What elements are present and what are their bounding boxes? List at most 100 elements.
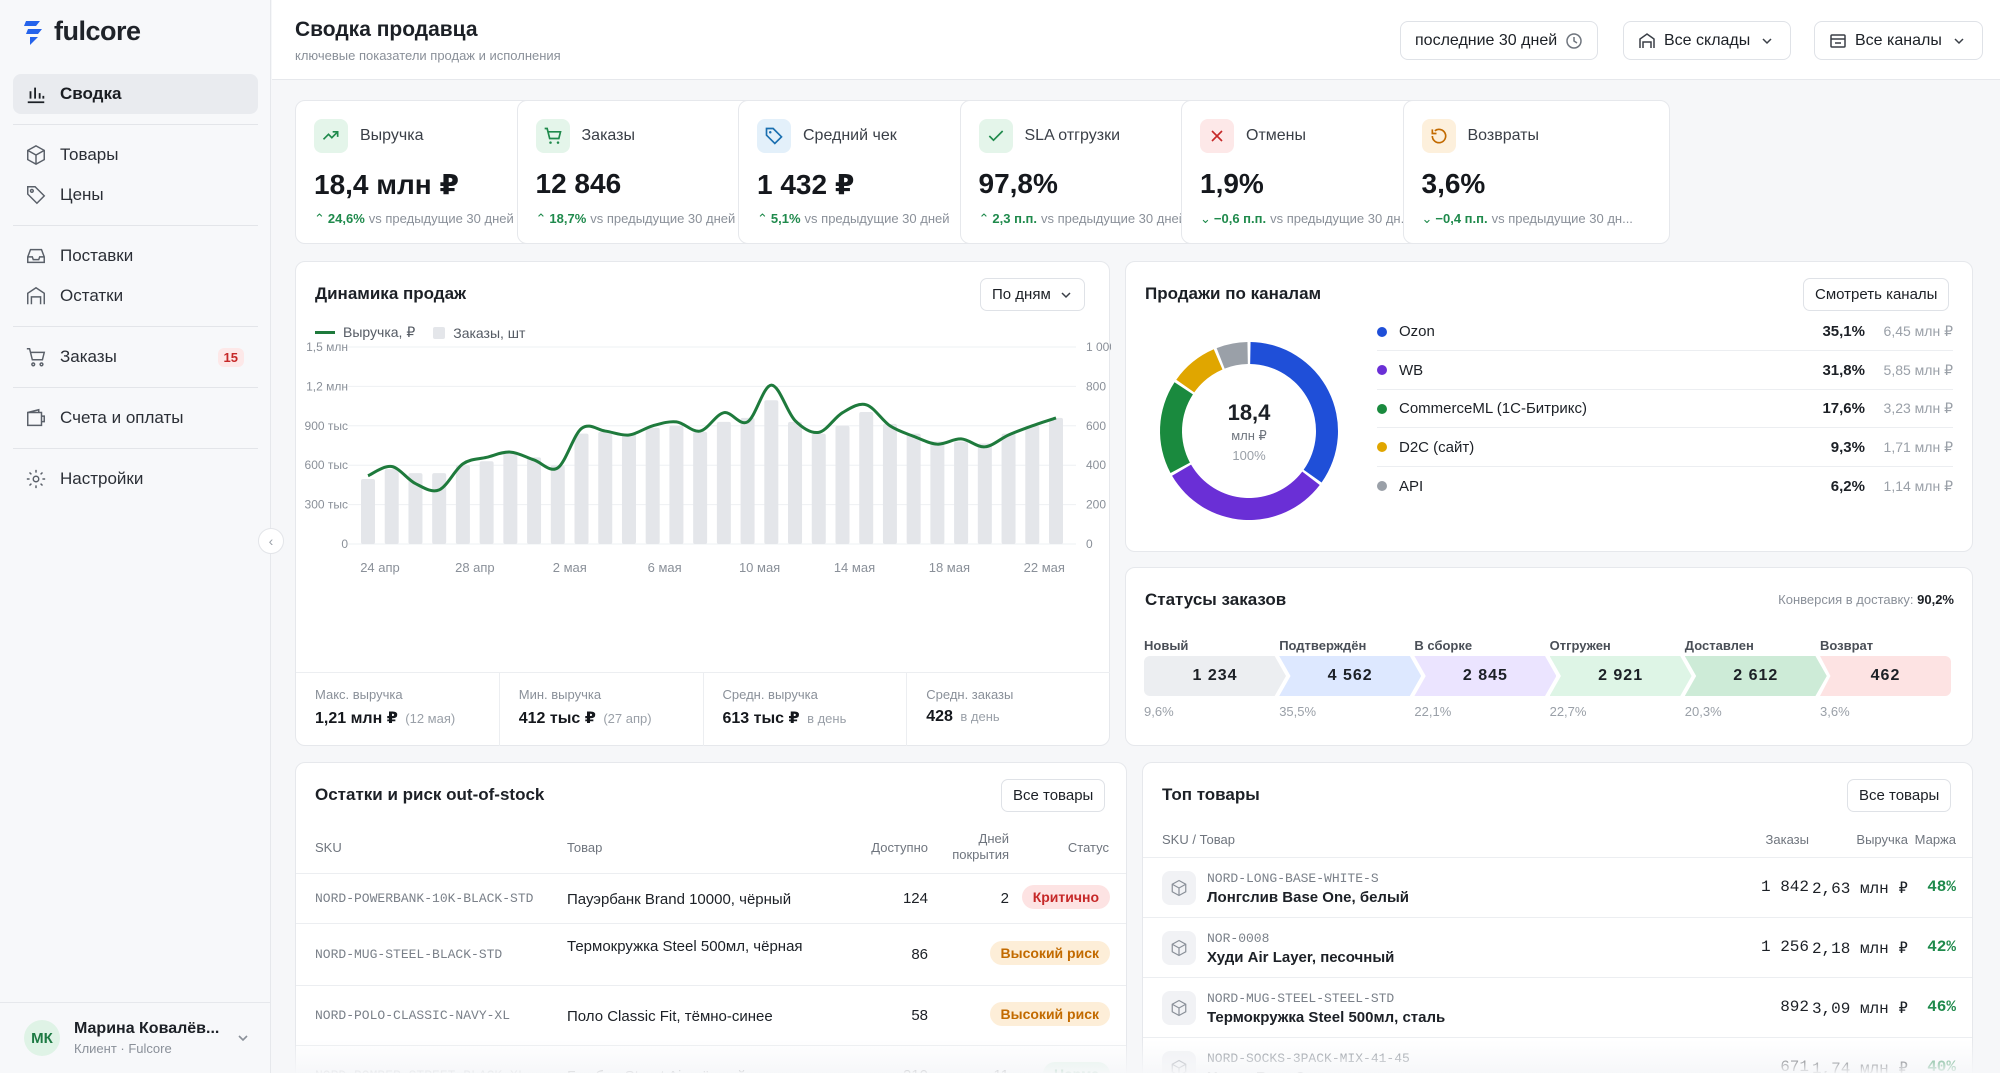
top-margin: 48% <box>1927 878 1956 896</box>
stock-row[interactable]: NORD-MUG-STEEL-BLACK-STD Термокружка Stee… <box>296 923 1126 985</box>
sidebar-item-invoices[interactable]: Счета и оплаты <box>13 398 258 438</box>
avatar: МК <box>24 1020 60 1056</box>
revenue-point <box>580 426 584 430</box>
col-sku: SKU <box>315 840 342 855</box>
donut-slice[interactable] <box>1176 349 1223 393</box>
status-badge: Критично <box>1021 885 1110 909</box>
stock-row[interactable]: NORD-POWERBANK-10K-BLACK-STD Пауэрбанк Br… <box>296 873 1126 923</box>
orders-bar <box>906 433 921 544</box>
kpi-card[interactable]: Возвраты 3,6% ⌄ −0,4 п.п. vs предыдущие 30 д… <box>1402 100 1670 244</box>
top-all-products-button[interactable]: Все товары <box>1847 779 1952 812</box>
orders-bar <box>882 423 897 544</box>
top-product-row[interactable]: NORD-MUG-STEEL-STEEL-STD Термокружка Stee… <box>1143 977 1972 1037</box>
revenue-point <box>1007 433 1011 437</box>
logo[interactable]: fulcore <box>22 16 141 47</box>
top-product-row[interactable]: NOR-0008 Худи Air Layer, песочный 1 256 2,1… <box>1143 917 1972 977</box>
status-label: Подтверждён <box>1279 638 1367 653</box>
sales-card: Динамика продаж По дням Выручка, ₽ Заказ… <box>295 261 1111 746</box>
stock-status: Высокий риск <box>989 1002 1110 1026</box>
orders-bar <box>954 441 969 544</box>
y-left-tick: 1,5 млн <box>306 342 348 354</box>
sidebar-item-settings[interactable]: Настройки <box>13 459 258 499</box>
y-right-tick: 200 <box>1086 498 1106 512</box>
stock-sku: NORD-POWERBANK-10K-BLACK-STD <box>315 891 534 906</box>
donut-slice[interactable] <box>1172 464 1320 520</box>
stock-available: 58 <box>911 1007 928 1024</box>
sidebar-item-summary[interactable]: Сводка <box>13 74 258 114</box>
period-select[interactable]: последние 30 дней <box>1400 21 1599 60</box>
top-sku: NORD-LONG-BASE-WHITE-S <box>1207 871 1379 886</box>
donut-slice[interactable] <box>1160 382 1193 473</box>
sales-chart: 0 0 300 тыс 200 600 тыс 400 900 тыс 600 1,2 млн 8… <box>305 342 1111 575</box>
y-left-tick: 1,2 млн <box>306 379 348 393</box>
status-chevron[interactable]: 1 234 <box>1144 656 1286 696</box>
user-menu[interactable]: МК Марина Ковалёв... Клиент · Fulcore <box>0 1002 271 1073</box>
y-right-tick: 600 <box>1086 419 1106 433</box>
status-label: Возврат <box>1820 638 1874 653</box>
orders-bar <box>432 473 447 544</box>
legend-orders: Заказы, шт <box>453 324 526 341</box>
status-pct: 22,7% <box>1549 704 1587 719</box>
cart-icon <box>26 348 46 367</box>
sidebar-item-orders[interactable]: Заказы 15 <box>13 337 258 377</box>
top-product-row[interactable]: NORD-LONG-BASE-WHITE-S Лонгслив Base One,… <box>1143 857 1972 917</box>
orders-bar <box>408 473 423 544</box>
stat-avg-orders: Средн. заказы 428 в день <box>907 673 1110 746</box>
status-chevron[interactable]: 2 612 <box>1684 656 1827 696</box>
kpi-compare: vs предыдущие 30 дней <box>368 211 514 226</box>
orders-bar <box>1001 433 1016 544</box>
channel-row[interactable]: D2C (сайт) 9,3% 1,71 млн ₽ <box>1377 429 1953 467</box>
sidebar-item-stock[interactable]: Остатки <box>13 276 258 316</box>
orders-bar <box>1025 425 1040 544</box>
view-channels-button[interactable]: Смотреть каналы <box>1803 278 1950 311</box>
stock-row[interactable]: NORD-POLO-CLASSIC-NAVY-XL Поло Classic Fi… <box>296 985 1126 1045</box>
stock-all-products-button[interactable]: Все товары <box>1001 779 1106 812</box>
orders-bar <box>479 461 494 544</box>
revenue-point <box>983 445 987 449</box>
sidebar-item-prices[interactable]: Цены <box>13 175 258 215</box>
status-chevron[interactable]: 462 <box>1820 656 1951 696</box>
channel-row[interactable]: CommerceML (1С-Битрикс) 17,6% 3,23 млн ₽ <box>1377 390 1953 428</box>
stat-note: в день <box>807 711 847 726</box>
channel-name: WB <box>1399 361 1424 379</box>
channel-row[interactable]: API 6,2% 1,14 млн ₽ <box>1377 467 1953 505</box>
status-value: 2 612 <box>1733 667 1779 684</box>
store-icon <box>1830 33 1846 48</box>
granularity-select[interactable]: По дням <box>980 278 1085 311</box>
sidebar-collapse-button[interactable]: ‹ <box>258 528 284 554</box>
sidebar-item-products[interactable]: Товары <box>13 135 258 175</box>
donut-slice[interactable] <box>1216 342 1248 369</box>
kpi-icon-box <box>978 119 1013 153</box>
col-days-2: покрытия <box>952 847 1009 862</box>
granularity-label: По дням <box>992 286 1051 303</box>
donut-slice[interactable] <box>1250 342 1338 483</box>
status-chevron[interactable]: 2 921 <box>1549 656 1692 696</box>
top-orders: 1 256 <box>1760 938 1809 956</box>
warehouse-select[interactable]: Все склады <box>1623 21 1792 60</box>
legend-revenue-swatch <box>315 331 335 334</box>
revenue-point <box>651 424 655 428</box>
stock-product: Пауэрбанк Brand 10000, чёрный <box>567 891 792 908</box>
revenue-point <box>817 430 821 434</box>
stock-sku: NORD-MUG-STEEL-BLACK-STD <box>315 947 503 962</box>
status-chevron[interactable]: 2 845 <box>1414 656 1557 696</box>
top-sku: NORD-MUG-STEEL-STEEL-STD <box>1207 991 1395 1006</box>
col-revenue: Выручка <box>1856 832 1908 847</box>
logo-text: fulcore <box>54 16 141 46</box>
sidebar: fulcore Сводка Товары Цены Поставки Оста… <box>0 0 271 1073</box>
channel-row[interactable]: Ozon 35,1% 6,45 млн ₽ <box>1377 313 1953 351</box>
revenue-point <box>627 433 631 437</box>
box-icon <box>27 144 45 166</box>
revenue-point <box>888 424 892 428</box>
sidebar-item-supplies[interactable]: Поставки <box>13 236 258 276</box>
orders-bar <box>1049 417 1063 544</box>
channel-label: Все каналы <box>1855 31 1942 49</box>
status-value: 462 <box>1870 667 1901 684</box>
arrow-up-icon: ⌃ <box>978 211 990 226</box>
statuses-title: Статусы заказов <box>1145 590 1287 609</box>
top-revenue: 2,63 млн ₽ <box>1811 880 1908 898</box>
status-pct: 22,1% <box>1414 704 1452 719</box>
channel-select[interactable]: Все каналы <box>1814 21 1983 60</box>
status-chevron[interactable]: 4 562 <box>1279 656 1422 696</box>
channel-row[interactable]: WB 31,8% 5,85 млн ₽ <box>1377 352 1953 390</box>
